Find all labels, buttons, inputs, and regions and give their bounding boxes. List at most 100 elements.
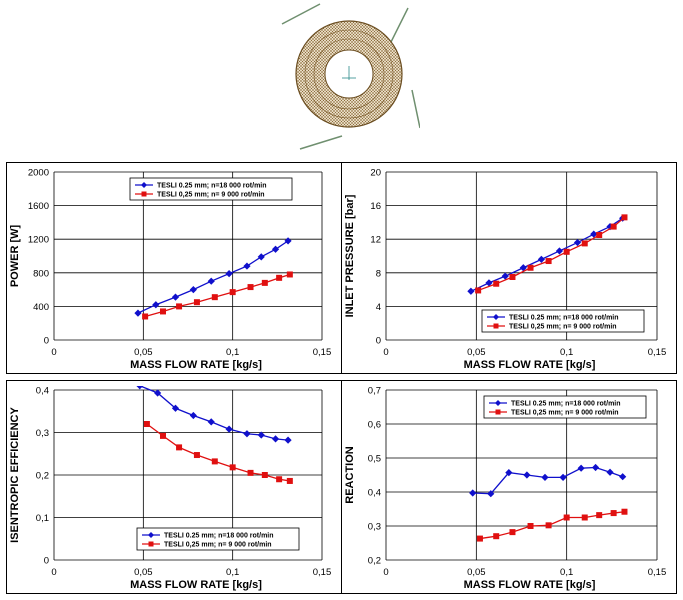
data-point — [276, 274, 283, 281]
y-tick-label: 1600 — [28, 201, 49, 212]
x-tick-label: 0,15 — [313, 567, 332, 578]
y-tick-label: 16 — [370, 201, 381, 212]
chart-frame — [341, 162, 677, 374]
legend-marker — [141, 191, 147, 197]
legend-label: TESLI 0,25 mm; n= 9 000 rot/min — [509, 324, 617, 331]
y-tick-label: 0,3 — [368, 522, 381, 533]
data-point — [189, 411, 197, 420]
x-tick-label: 0,15 — [648, 567, 667, 578]
x-tick-label: 0,15 — [313, 347, 332, 358]
y-tick-label: 0,3 — [36, 428, 49, 439]
y-tick-label: 8 — [376, 268, 381, 279]
data-point — [596, 512, 603, 519]
data-point — [467, 287, 475, 295]
y-tick-label: 0,6 — [368, 420, 381, 431]
data-point — [136, 386, 144, 390]
y-tick-label: 12 — [370, 235, 381, 246]
data-point — [523, 471, 531, 479]
y-tick-label: 0,1 — [36, 513, 49, 524]
data-point — [527, 264, 534, 271]
legend-box — [129, 177, 293, 201]
x-tick-label: 0,05 — [467, 347, 486, 358]
data-point — [142, 313, 149, 320]
x-tick-label: 0 — [383, 347, 388, 358]
x-tick-label: 0,05 — [134, 347, 153, 358]
data-point — [211, 294, 218, 301]
series-line — [470, 217, 624, 292]
data-point — [261, 279, 268, 286]
blade-top-left — [281, 3, 321, 25]
series-n18000 — [469, 463, 627, 498]
data-point — [527, 523, 534, 529]
data-point — [193, 299, 200, 306]
data-point — [286, 271, 293, 278]
legend: TESLI 0.25 mm; n=18 000 rot/min TESLI 0,2… — [483, 395, 647, 419]
legend-marker — [148, 532, 154, 538]
x-tick-label: 0,1 — [560, 347, 573, 358]
x-tick-label: 0 — [383, 567, 388, 578]
legend-label: TESLI 0.25 mm; n=18 000 rot/min — [511, 401, 621, 408]
y-axis-label: REACTION — [344, 446, 356, 504]
series-n9000 — [475, 214, 628, 294]
series-line — [144, 273, 291, 318]
legend-marker — [148, 541, 154, 547]
y-tick-label: 0,7 — [368, 386, 381, 397]
data-point — [505, 469, 513, 477]
data-point — [475, 287, 482, 294]
x-tick-label: 0 — [51, 347, 56, 358]
data-point — [159, 308, 166, 315]
data-point — [545, 258, 552, 265]
x-axis-label: MASS FLOW RATE [kg/s] — [464, 579, 596, 591]
y-tick-label: 800 — [33, 268, 49, 279]
data-point — [276, 476, 283, 483]
legend-marker — [141, 182, 147, 188]
series-n9000 — [476, 508, 628, 542]
legend-box — [483, 395, 647, 419]
x-tick-label: 0 — [51, 567, 56, 578]
data-point — [610, 223, 617, 230]
legend-marker — [493, 323, 499, 329]
legend-label: TESLI 0,25 mm; n= 9 000 rot/min — [511, 410, 619, 417]
data-point — [541, 473, 549, 481]
x-axis-label: MASS FLOW RATE [kg/s] — [130, 579, 262, 591]
data-point — [577, 464, 585, 472]
data-point — [207, 418, 215, 426]
legend: TESLI 0.25 mm; n=18 000 rot/min TESLI 0,2… — [481, 309, 645, 333]
data-point — [606, 468, 614, 476]
data-point — [143, 421, 150, 427]
x-axis-label: MASS FLOW RATE [kg/s] — [130, 359, 262, 371]
data-point — [257, 253, 265, 261]
data-point — [229, 289, 236, 296]
data-point — [493, 280, 500, 287]
data-point — [493, 533, 500, 540]
data-point — [596, 232, 603, 238]
data-point — [621, 508, 628, 515]
data-point — [545, 522, 552, 529]
series-line — [477, 216, 625, 292]
legend-box — [136, 527, 300, 551]
data-point — [159, 432, 166, 439]
data-point — [563, 514, 570, 521]
data-point — [563, 248, 570, 255]
legend-label: TESLI 0.25 mm; n=18 000 rot/min — [164, 533, 274, 540]
data-point — [229, 464, 236, 471]
blade-right — [411, 89, 420, 129]
legend-label: TESLI 0,25 mm; n= 9 000 rot/min — [164, 542, 272, 549]
data-point — [193, 452, 200, 459]
series-line — [137, 240, 289, 314]
data-point — [485, 279, 493, 287]
y-tick-label: 0 — [44, 336, 49, 347]
y-tick-label: 4 — [376, 302, 381, 313]
data-point — [271, 245, 280, 253]
data-point — [606, 223, 614, 231]
data-point — [559, 473, 567, 481]
legend-label: TESLI 0,25 mm; n= 9 000 rot/min — [157, 192, 265, 199]
series-line — [472, 466, 623, 495]
series-n9000 — [143, 421, 293, 484]
chart-frame — [6, 380, 342, 594]
x-tick-label: 0,15 — [648, 347, 667, 358]
data-point — [247, 469, 254, 476]
data-point — [509, 529, 516, 536]
blade-top-right — [389, 7, 409, 45]
data-point — [581, 514, 588, 521]
